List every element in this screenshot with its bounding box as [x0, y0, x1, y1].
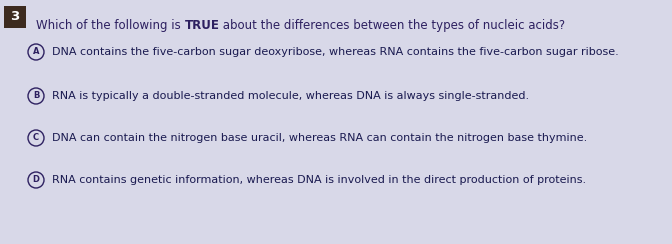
- Text: DNA can contain the nitrogen base uracil, whereas RNA can contain the nitrogen b: DNA can contain the nitrogen base uracil…: [52, 133, 587, 143]
- Text: RNA contains genetic information, whereas DNA is involved in the direct producti: RNA contains genetic information, wherea…: [52, 175, 586, 185]
- Text: D: D: [32, 175, 40, 184]
- Ellipse shape: [28, 44, 44, 60]
- Text: B: B: [33, 92, 39, 101]
- Text: about the differences between the types of nucleic acids?: about the differences between the types …: [219, 19, 566, 32]
- Text: TRUE: TRUE: [185, 19, 219, 32]
- Text: C: C: [33, 133, 39, 142]
- Text: A: A: [33, 48, 39, 57]
- Ellipse shape: [28, 172, 44, 188]
- Bar: [4, 6, 26, 28]
- Text: DNA contains the five-carbon sugar deoxyribose, whereas RNA contains the five-ca: DNA contains the five-carbon sugar deoxy…: [52, 47, 619, 57]
- Ellipse shape: [28, 130, 44, 146]
- Text: Which of the following is: Which of the following is: [36, 19, 185, 32]
- Text: 3: 3: [10, 10, 19, 23]
- Ellipse shape: [28, 88, 44, 104]
- Text: RNA is typically a double-stranded molecule, whereas DNA is always single-strand: RNA is typically a double-stranded molec…: [52, 91, 529, 101]
